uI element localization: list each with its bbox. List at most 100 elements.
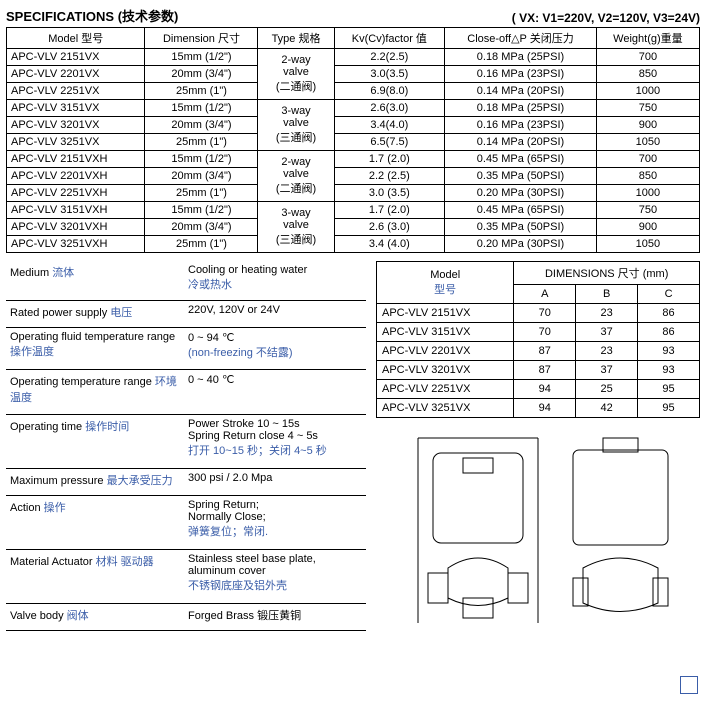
cell-model: APC-VLV 3251VXH bbox=[7, 236, 145, 253]
cell-kv: 3.4(4.0) bbox=[334, 117, 445, 134]
spec-row: Operating fluid temperature range 操作温度0 … bbox=[6, 327, 366, 369]
cell-dimension: 20mm (3/4") bbox=[145, 219, 258, 236]
cell-model: APC-VLV 2151VX bbox=[7, 49, 145, 66]
cell-kv: 2.2 (2.5) bbox=[334, 168, 445, 185]
cell-dimension: 15mm (1/2") bbox=[145, 49, 258, 66]
cell-dimension: 25mm (1") bbox=[145, 185, 258, 202]
dims-row: APC-VLV 3251VX944295 bbox=[377, 399, 700, 418]
dims-cell-b: 42 bbox=[576, 399, 638, 418]
cell-dimension: 20mm (3/4") bbox=[145, 117, 258, 134]
dims-cell-a: 87 bbox=[514, 361, 576, 380]
dims-row: APC-VLV 2251VX942595 bbox=[377, 380, 700, 399]
spec-label: Maximum pressure 最大承受压力 bbox=[6, 469, 184, 496]
spec-row: Medium 流体Cooling or heating water冷或热水 bbox=[6, 261, 366, 301]
table-row: APC-VLV 3151VXH15mm (1/2")3-wayvalve(三通阀… bbox=[7, 202, 700, 219]
table-row: APC-VLV 3201VXH20mm (3/4")2.6 (3.0)0.35 … bbox=[7, 219, 700, 236]
cell-weight: 850 bbox=[596, 168, 699, 185]
table-row: APC-VLV 3151VX15mm (1/2")3-wayvalve(三通阀)… bbox=[7, 100, 700, 117]
dims-cell-b: 37 bbox=[576, 361, 638, 380]
cell-dimension: 20mm (3/4") bbox=[145, 168, 258, 185]
dims-cell-c: 93 bbox=[638, 342, 700, 361]
cell-close: 0.20 MPa (30PSI) bbox=[445, 236, 597, 253]
cell-weight: 1050 bbox=[596, 236, 699, 253]
cell-model: APC-VLV 3251VX bbox=[7, 134, 145, 151]
cell-dimension: 15mm (1/2") bbox=[145, 202, 258, 219]
cell-kv: 6.9(8.0) bbox=[334, 83, 445, 100]
spec-header-row: Model 型号 Dimension 尺寸 Type 规格 Kv(Cv)fact… bbox=[7, 28, 700, 49]
cell-weight: 1000 bbox=[596, 83, 699, 100]
corner-icon bbox=[680, 676, 698, 694]
cell-dimension: 20mm (3/4") bbox=[145, 66, 258, 83]
header-row: SPECIFICATIONS (技术参数) ( VX: V1=220V, V2=… bbox=[6, 6, 700, 25]
cell-dimension: 25mm (1") bbox=[145, 83, 258, 100]
table-row: APC-VLV 2251VX25mm (1") 6.9(8.0)0.14 MPa … bbox=[7, 83, 700, 100]
spec-label: Operating temperature range 环境温度 bbox=[6, 369, 184, 414]
spec-label: Valve body 阀体 bbox=[6, 604, 184, 631]
cell-type: 3-wayvalve(三通阀) bbox=[258, 100, 334, 151]
spec-label: Action 操作 bbox=[6, 495, 184, 549]
spec-table: Model 型号 Dimension 尺寸 Type 规格 Kv(Cv)fact… bbox=[6, 27, 700, 253]
dims-cell-a: 87 bbox=[514, 342, 576, 361]
spec-value: Stainless steel base plate, aluminum cov… bbox=[184, 549, 366, 603]
spec-row: Rated power supply 电压220V, 120V or 24V bbox=[6, 301, 366, 328]
col-type: Type 规格 bbox=[258, 28, 334, 49]
spec-row: Operating temperature range 环境温度0 ~ 40 ℃ bbox=[6, 369, 366, 414]
spec-value: 0 ~ 40 ℃ bbox=[184, 369, 366, 414]
cell-close: 0.20 MPa (30PSI) bbox=[445, 185, 597, 202]
cell-type: 3-wayvalve(三通阀) bbox=[258, 202, 334, 253]
cell-model: APC-VLV 2251VX bbox=[7, 83, 145, 100]
col-dimension: Dimension 尺寸 bbox=[145, 28, 258, 49]
cell-kv: 3.0 (3.5) bbox=[334, 185, 445, 202]
dims-cell-c: 95 bbox=[638, 399, 700, 418]
dims-cell-c: 86 bbox=[638, 304, 700, 323]
dims-cell-model: APC-VLV 2251VX bbox=[377, 380, 514, 399]
cell-close: 0.14 MPa (20PSI) bbox=[445, 83, 597, 100]
dims-cell-c: 95 bbox=[638, 380, 700, 399]
dims-col-a: A bbox=[514, 285, 576, 304]
cell-kv: 6.5(7.5) bbox=[334, 134, 445, 151]
cell-model: APC-VLV 3151VXH bbox=[7, 202, 145, 219]
spec-value: Forged Brass 锻压黄铜 bbox=[184, 604, 366, 631]
table-row: APC-VLV 2151VXH15mm (1/2")2-wayvalve(二通阀… bbox=[7, 151, 700, 168]
spec-label: Rated power supply 电压 bbox=[6, 301, 184, 328]
cell-close: 0.14 MPa (20PSI) bbox=[445, 134, 597, 151]
cell-kv: 2.6(3.0) bbox=[334, 100, 445, 117]
cell-kv: 1.7 (2.0) bbox=[334, 151, 445, 168]
dims-cell-b: 25 bbox=[576, 380, 638, 399]
dims-title-model-cn: 型号 bbox=[434, 284, 456, 296]
cell-model: APC-VLV 2201VX bbox=[7, 66, 145, 83]
col-weight: Weight(g)重量 bbox=[596, 28, 699, 49]
spec-row: Maximum pressure 最大承受压力300 psi / 2.0 Mpa bbox=[6, 469, 366, 496]
cell-kv: 2.6 (3.0) bbox=[334, 219, 445, 236]
cell-kv: 2.2(2.5) bbox=[334, 49, 445, 66]
dims-cell-model: APC-VLV 2201VX bbox=[377, 342, 514, 361]
cell-close: 0.35 MPa (50PSI) bbox=[445, 168, 597, 185]
table-row: APC-VLV 2151VX15mm (1/2")2-wayvalve(二通阀)… bbox=[7, 49, 700, 66]
table-row: APC-VLV 2201VXH20mm (3/4")2.2 (2.5)0.35 … bbox=[7, 168, 700, 185]
spec-value: Spring Return;Normally Close;弹簧复位；常闭. bbox=[184, 495, 366, 549]
cell-model: APC-VLV 3151VX bbox=[7, 100, 145, 117]
dims-title-dimensions: DIMENSIONS 尺寸 (mm) bbox=[514, 262, 700, 285]
dims-row: APC-VLV 2201VX872393 bbox=[377, 342, 700, 361]
cell-weight: 700 bbox=[596, 49, 699, 66]
spec-value: 220V, 120V or 24V bbox=[184, 301, 366, 328]
cell-weight: 900 bbox=[596, 117, 699, 134]
dims-cell-b: 37 bbox=[576, 323, 638, 342]
cell-model: APC-VLV 2151VXH bbox=[7, 151, 145, 168]
spec-value: 0 ~ 94 ℃(non-freezing 不结露) bbox=[184, 327, 366, 369]
cell-dimension: 15mm (1/2") bbox=[145, 100, 258, 117]
cell-close: 0.16 MPa (23PSI) bbox=[445, 66, 597, 83]
cell-model: APC-VLV 3201VXH bbox=[7, 219, 145, 236]
dims-cell-b: 23 bbox=[576, 342, 638, 361]
spec-label: Operating fluid temperature range 操作温度 bbox=[6, 327, 184, 369]
spec-row: Action 操作Spring Return;Normally Close;弹簧… bbox=[6, 495, 366, 549]
dimensions-table: Model 型号 DIMENSIONS 尺寸 (mm) A B C APC-VL… bbox=[376, 261, 700, 418]
valve-drawing bbox=[376, 428, 700, 631]
dims-cell-c: 86 bbox=[638, 323, 700, 342]
cell-weight: 750 bbox=[596, 100, 699, 117]
dims-cell-model: APC-VLV 3251VX bbox=[377, 399, 514, 418]
cell-type: 2-wayvalve(二通阀) bbox=[258, 151, 334, 202]
cell-close: 0.18 MPa (25PSI) bbox=[445, 49, 597, 66]
cell-weight: 1000 bbox=[596, 185, 699, 202]
cell-weight: 850 bbox=[596, 66, 699, 83]
